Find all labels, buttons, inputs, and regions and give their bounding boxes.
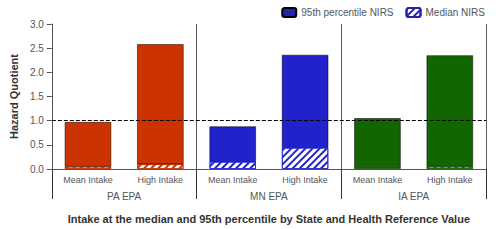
svg-text:Median NIRS: Median NIRS: [426, 7, 486, 18]
svg-text:0.5: 0.5: [30, 139, 44, 150]
svg-text:2.0: 2.0: [30, 67, 44, 78]
svg-text:3.0: 3.0: [30, 19, 44, 30]
svg-text:High Intake: High Intake: [427, 175, 473, 185]
svg-text:1.5: 1.5: [30, 91, 44, 102]
svg-text:Mean Intake: Mean Intake: [63, 175, 113, 185]
svg-text:2.5: 2.5: [30, 43, 44, 54]
svg-text:Mean Intake: Mean Intake: [208, 175, 258, 185]
svg-text:Hazard Quotient: Hazard Quotient: [8, 54, 20, 139]
svg-text:High Intake: High Intake: [138, 175, 184, 185]
svg-text:PA EPA: PA EPA: [107, 191, 141, 202]
svg-text:95th percentile NIRS: 95th percentile NIRS: [301, 7, 394, 18]
svg-text:MN EPA: MN EPA: [250, 191, 288, 202]
svg-text:Intake at the median and 95th: Intake at the median and 95th percentile…: [68, 213, 470, 225]
svg-text:Mean Intake: Mean Intake: [353, 175, 403, 185]
svg-text:High Intake: High Intake: [282, 175, 328, 185]
svg-text:1.0: 1.0: [30, 115, 44, 126]
svg-text:IA EPA: IA EPA: [398, 191, 429, 202]
svg-text:0.0: 0.0: [30, 164, 44, 175]
